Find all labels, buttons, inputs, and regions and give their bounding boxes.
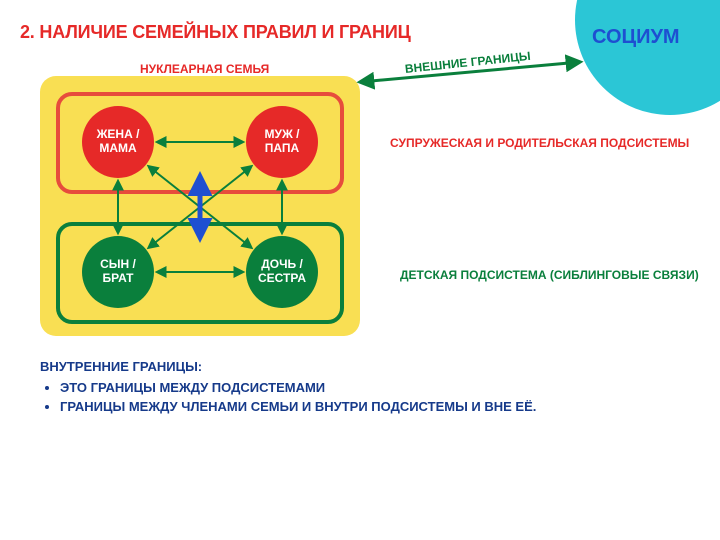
socium-circle	[575, 0, 720, 115]
member-wife: ЖЕНА /МАМА	[82, 106, 154, 178]
internal-boundaries-list: ЭТО ГРАНИЦЫ МЕЖДУ ПОДСИСТЕМАМИ ГРАНИЦЫ М…	[40, 379, 536, 417]
socium-label: СОЦИУМ	[592, 26, 680, 49]
member-daughter: ДОЧЬ /СЕСТРА	[246, 236, 318, 308]
member-husband: МУЖ /ПАПА	[246, 106, 318, 178]
member-wife-label: ЖЕНА /МАМА	[97, 128, 140, 156]
member-daughter-label: ДОЧЬ /СЕСТРА	[258, 258, 306, 286]
parents-subsystem-label: СУПРУЖЕСКАЯ И РОДИТЕЛЬСКАЯ ПОДСИСТЕМЫ	[390, 136, 689, 150]
nuclear-family-label: НУКЛЕАРНАЯ СЕМЬЯ	[140, 62, 269, 76]
internal-boundaries-item: ГРАНИЦЫ МЕЖДУ ЧЛЕНАМИ СЕМЬИ И ВНУТРИ ПОД…	[60, 398, 536, 417]
slide-title: 2. НАЛИЧИЕ СЕМЕЙНЫХ ПРАВИЛ И ГРАНИЦ	[20, 22, 411, 43]
internal-boundaries-item: ЭТО ГРАНИЦЫ МЕЖДУ ПОДСИСТЕМАМИ	[60, 379, 536, 398]
internal-boundaries-block: ВНУТРЕННИЕ ГРАНИЦЫ: ЭТО ГРАНИЦЫ МЕЖДУ ПО…	[40, 358, 536, 417]
member-son: СЫН /БРАТ	[82, 236, 154, 308]
member-son-label: СЫН /БРАТ	[100, 258, 136, 286]
slide-canvas: СОЦИУМ 2. НАЛИЧИЕ СЕМЕЙНЫХ ПРАВИЛ И ГРАН…	[0, 0, 720, 540]
external-boundary-label: ВНЕШНИЕ ГРАНИЦЫ	[404, 49, 531, 76]
children-subsystem-label: ДЕТСКАЯ ПОДСИСТЕМА (СИБЛИНГОВЫЕ СВЯЗИ)	[400, 268, 699, 282]
internal-boundaries-heading: ВНУТРЕННИЕ ГРАНИЦЫ:	[40, 358, 536, 377]
member-husband-label: МУЖ /ПАПА	[265, 128, 300, 156]
